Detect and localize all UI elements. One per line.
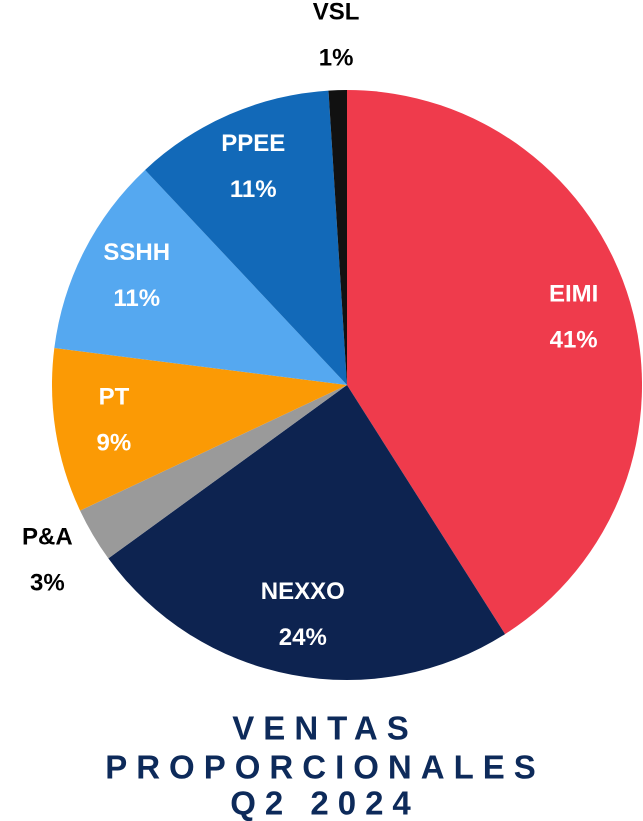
slice-value-label: 24%	[279, 624, 327, 651]
slice-label: EIMI	[549, 281, 598, 308]
pie-slice	[347, 90, 642, 635]
chart-title: PROPORCIONALES	[105, 749, 545, 786]
slice-value-label: 11%	[113, 285, 160, 312]
slice-value-label: 3%	[30, 570, 65, 597]
slice-label: PPEE	[221, 130, 285, 157]
slice-label: VSL	[313, 0, 360, 25]
pie-slice	[52, 348, 347, 511]
chart-title: Q2 2024	[230, 785, 420, 821]
pie-slice	[108, 385, 506, 680]
slice-label: SSHH	[103, 239, 170, 266]
slice-value-label: 9%	[97, 429, 132, 456]
slice-label: PT	[99, 383, 130, 410]
chart-title: VENTAS	[232, 710, 417, 747]
slice-label: P&A	[22, 524, 73, 551]
slice-value-label: 1%	[319, 44, 354, 71]
pie-slice	[328, 90, 347, 385]
pie-slice	[54, 169, 347, 385]
slice-value-label: 11%	[230, 176, 277, 203]
pie-slice	[80, 385, 347, 559]
slice-value-label: 41%	[550, 327, 598, 354]
pie-slice	[145, 90, 347, 385]
slice-label: NEXXO	[261, 578, 345, 605]
